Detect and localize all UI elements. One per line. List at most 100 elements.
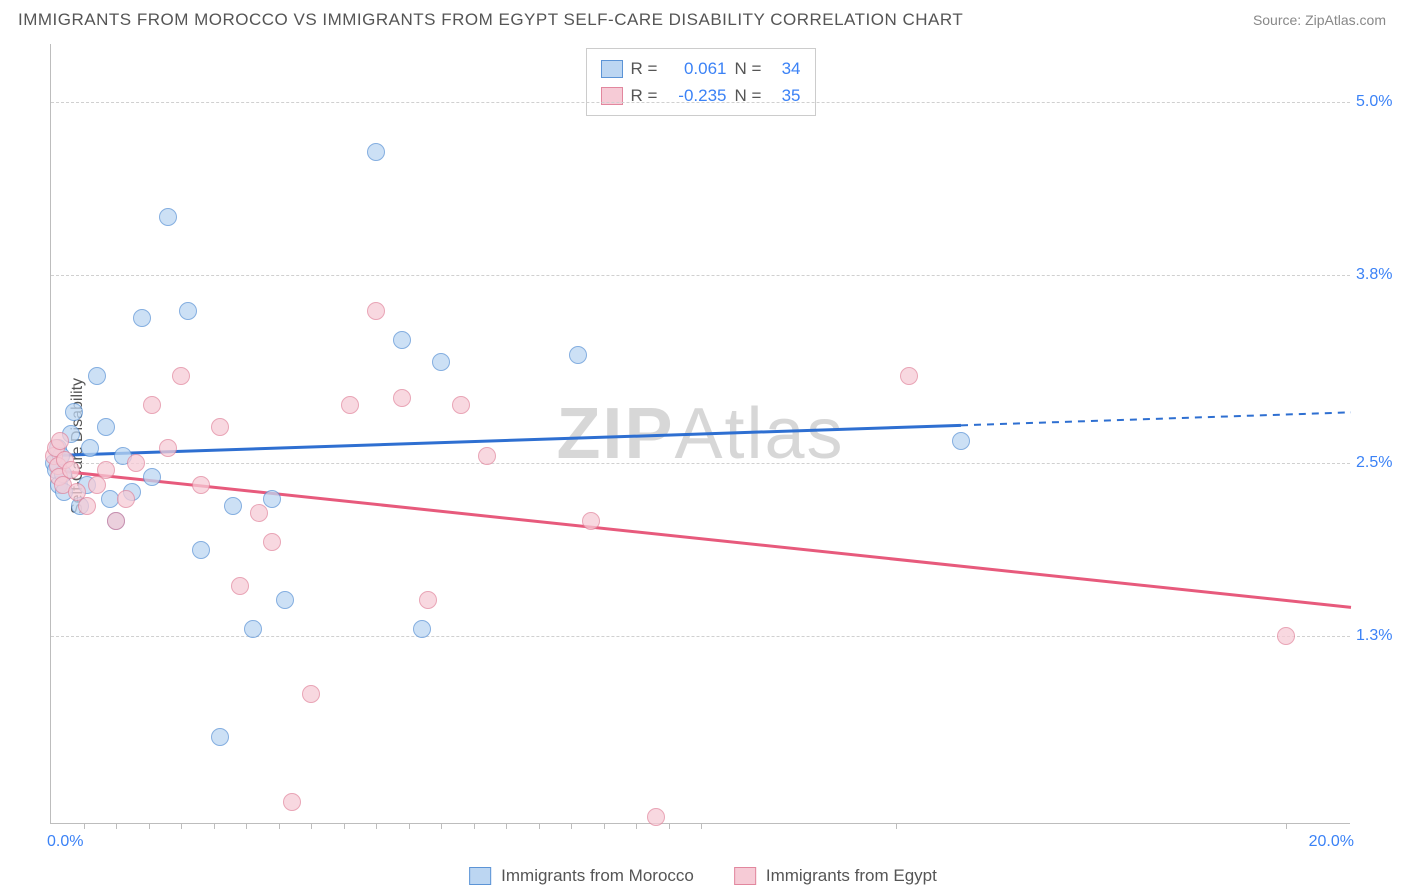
scatter-point: [143, 396, 161, 414]
scatter-point: [192, 541, 210, 559]
legend-swatch-egypt-icon: [734, 867, 756, 885]
trend-line-dashed: [961, 412, 1351, 425]
grid-line: [51, 275, 1350, 276]
x-tick-mark: [539, 823, 540, 829]
scatter-point: [107, 512, 125, 530]
scatter-point: [582, 512, 600, 530]
x-tick-mark: [279, 823, 280, 829]
scatter-point: [192, 476, 210, 494]
n-value-1: 35: [771, 82, 801, 109]
y-tick-label: 1.3%: [1356, 627, 1406, 645]
grid-line: [51, 102, 1350, 103]
x-tick-mark: [474, 823, 475, 829]
source-attribution: Source: ZipAtlas.com: [1253, 12, 1386, 28]
chart-container: IMMIGRANTS FROM MOROCCO VS IMMIGRANTS FR…: [0, 0, 1406, 892]
x-tick-mark: [84, 823, 85, 829]
legend-label-morocco: Immigrants from Morocco: [501, 866, 694, 886]
legend-item-egypt: Immigrants from Egypt: [734, 866, 937, 886]
scatter-point: [250, 504, 268, 522]
scatter-point: [65, 403, 83, 421]
legend-swatch-morocco-icon: [469, 867, 491, 885]
scatter-point: [127, 454, 145, 472]
scatter-point: [263, 490, 281, 508]
x-tick-mark: [896, 823, 897, 829]
scatter-point: [341, 396, 359, 414]
y-tick-label: 5.0%: [1356, 93, 1406, 111]
scatter-point: [452, 396, 470, 414]
scatter-point: [159, 208, 177, 226]
scatter-point: [143, 468, 161, 486]
stats-row-1: R = -0.235 N = 35: [601, 82, 801, 109]
scatter-point: [393, 389, 411, 407]
scatter-point: [211, 728, 229, 746]
scatter-point: [302, 685, 320, 703]
r-label: R =: [631, 82, 659, 109]
scatter-point: [952, 432, 970, 450]
legend-swatch-morocco: [601, 60, 623, 78]
source-label: Source:: [1253, 12, 1301, 28]
x-tick-mark: [344, 823, 345, 829]
x-tick-mark: [604, 823, 605, 829]
scatter-point: [62, 461, 80, 479]
x-tick-mark: [214, 823, 215, 829]
scatter-point: [569, 346, 587, 364]
grid-line: [51, 463, 1350, 464]
scatter-point: [647, 808, 665, 826]
bottom-legend: Immigrants from Morocco Immigrants from …: [469, 866, 937, 886]
scatter-point: [478, 447, 496, 465]
x-tick-mark: [116, 823, 117, 829]
stats-row-0: R = 0.061 N = 34: [601, 55, 801, 82]
x-tick-0: 0.0%: [47, 833, 83, 851]
x-tick-mark: [246, 823, 247, 829]
scatter-point: [88, 367, 106, 385]
trend-lines-svg: [51, 44, 1351, 824]
n-value-0: 34: [771, 55, 801, 82]
scatter-point: [413, 620, 431, 638]
scatter-point: [367, 302, 385, 320]
scatter-point: [244, 620, 262, 638]
scatter-point: [179, 302, 197, 320]
scatter-point: [367, 143, 385, 161]
x-tick-mark: [636, 823, 637, 829]
x-tick-mark: [149, 823, 150, 829]
scatter-point: [81, 439, 99, 457]
x-tick-20: 20.0%: [1309, 833, 1354, 851]
x-tick-mark: [311, 823, 312, 829]
trend-line-solid: [51, 425, 961, 455]
r-value-0: 0.061: [667, 55, 727, 82]
y-tick-label: 3.8%: [1356, 266, 1406, 284]
stats-box: R = 0.061 N = 34 R = -0.235 N = 35: [586, 48, 816, 116]
x-tick-mark: [441, 823, 442, 829]
watermark-suffix: Atlas: [674, 394, 844, 474]
scatter-point: [51, 432, 69, 450]
x-tick-mark: [376, 823, 377, 829]
y-tick-label: 2.5%: [1356, 454, 1406, 472]
x-tick-mark: [409, 823, 410, 829]
scatter-point: [283, 793, 301, 811]
x-tick-mark: [571, 823, 572, 829]
scatter-point: [172, 367, 190, 385]
scatter-point: [1277, 627, 1295, 645]
scatter-point: [211, 418, 229, 436]
scatter-point: [224, 497, 242, 515]
r-value-1: -0.235: [667, 82, 727, 109]
watermark-prefix: ZIP: [556, 394, 674, 474]
chart-title: IMMIGRANTS FROM MOROCCO VS IMMIGRANTS FR…: [18, 10, 963, 30]
scatter-point: [432, 353, 450, 371]
scatter-point: [133, 309, 151, 327]
scatter-point: [231, 577, 249, 595]
grid-line: [51, 636, 1350, 637]
legend-item-morocco: Immigrants from Morocco: [469, 866, 694, 886]
n-label: N =: [735, 55, 763, 82]
x-tick-mark: [701, 823, 702, 829]
scatter-point: [276, 591, 294, 609]
x-tick-mark: [1286, 823, 1287, 829]
source-value: ZipAtlas.com: [1305, 12, 1386, 28]
scatter-point: [117, 490, 135, 508]
scatter-point: [97, 461, 115, 479]
scatter-point: [900, 367, 918, 385]
scatter-point: [393, 331, 411, 349]
x-tick-mark: [506, 823, 507, 829]
n-label: N =: [735, 82, 763, 109]
x-tick-mark: [181, 823, 182, 829]
